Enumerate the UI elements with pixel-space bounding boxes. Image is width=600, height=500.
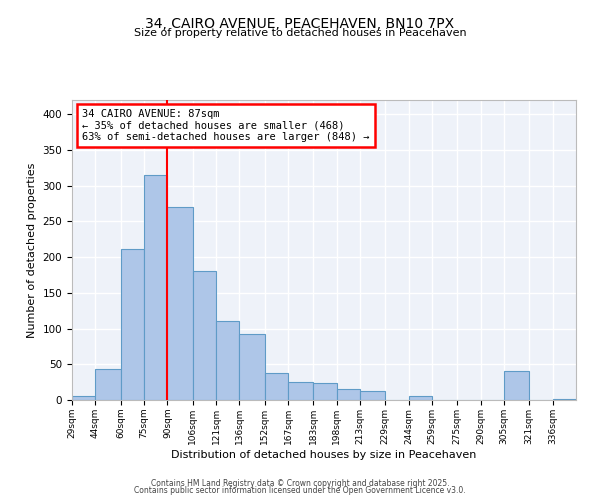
Bar xyxy=(553,398,576,400)
Bar xyxy=(265,373,288,400)
Bar xyxy=(360,392,385,400)
Y-axis label: Number of detached properties: Number of detached properties xyxy=(27,162,37,338)
Bar xyxy=(239,334,265,400)
Bar xyxy=(121,250,144,400)
Text: Contains public sector information licensed under the Open Government Licence v3: Contains public sector information licen… xyxy=(134,486,466,495)
Bar xyxy=(144,175,167,400)
Bar xyxy=(288,382,313,400)
Bar xyxy=(504,372,529,400)
Text: Contains HM Land Registry data © Crown copyright and database right 2025.: Contains HM Land Registry data © Crown c… xyxy=(151,478,449,488)
X-axis label: Distribution of detached houses by size in Peacehaven: Distribution of detached houses by size … xyxy=(172,450,476,460)
Bar xyxy=(167,207,193,400)
Text: Size of property relative to detached houses in Peacehaven: Size of property relative to detached ho… xyxy=(134,28,466,38)
Bar xyxy=(313,383,337,400)
Bar xyxy=(216,322,239,400)
Text: 34, CAIRO AVENUE, PEACEHAVEN, BN10 7PX: 34, CAIRO AVENUE, PEACEHAVEN, BN10 7PX xyxy=(145,18,455,32)
Bar xyxy=(72,396,95,400)
Bar xyxy=(409,396,432,400)
Bar xyxy=(193,272,216,400)
Text: 34 CAIRO AVENUE: 87sqm
← 35% of detached houses are smaller (468)
63% of semi-de: 34 CAIRO AVENUE: 87sqm ← 35% of detached… xyxy=(82,109,370,142)
Bar xyxy=(337,388,360,400)
Bar xyxy=(95,368,121,400)
